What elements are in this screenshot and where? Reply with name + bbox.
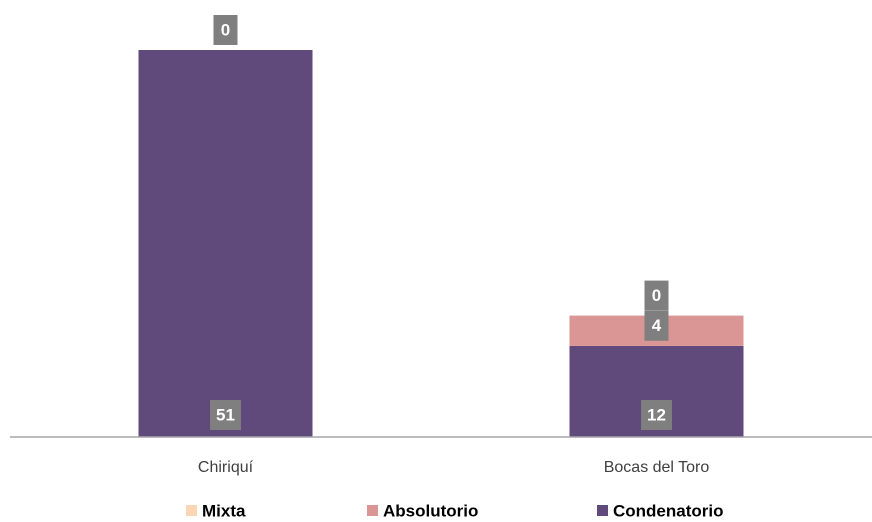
data-label-box — [213, 15, 238, 45]
legend-swatch — [367, 505, 378, 516]
data-label-box — [644, 310, 669, 341]
legend-label: Absolutorio — [383, 501, 478, 520]
data-label-box — [641, 400, 672, 430]
data-label: 12 — [647, 405, 666, 424]
x-tick-label: Bocas del Toro — [604, 459, 710, 476]
data-label: 0 — [221, 20, 230, 39]
data-label-box — [210, 400, 241, 430]
legend-swatch — [186, 505, 197, 516]
x-tick-label: Chiriquí — [198, 459, 254, 476]
data-label: 4 — [652, 316, 662, 335]
bar-segment — [138, 50, 313, 437]
legend-label: Condenatorio — [613, 501, 724, 520]
data-label-box — [644, 280, 669, 311]
legend-label: Mixta — [202, 501, 246, 520]
legend-swatch — [597, 505, 608, 516]
data-label: 51 — [216, 405, 235, 424]
data-label: 0 — [652, 286, 661, 305]
